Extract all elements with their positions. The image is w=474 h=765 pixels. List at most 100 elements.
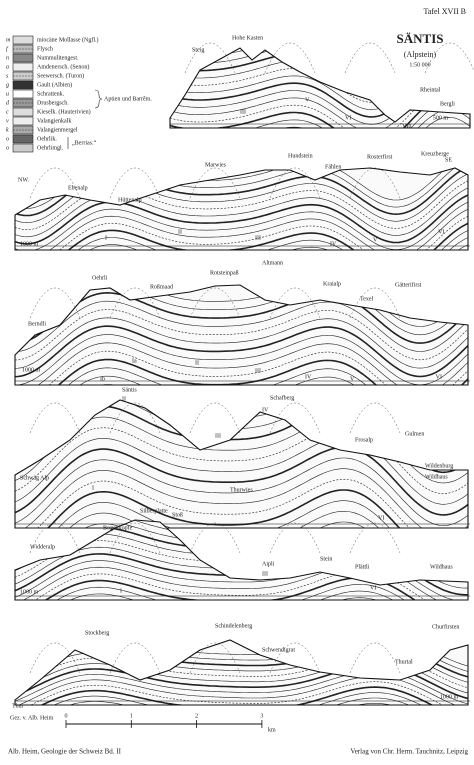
section-label: Kreuzberge [421, 151, 449, 157]
section-label: Schindelenberg [215, 623, 252, 629]
section-label: Thurtal [395, 659, 413, 665]
eroded-fold [184, 42, 236, 74]
section-label: V [305, 97, 310, 103]
eroded-fold [29, 287, 81, 319]
section-label: Marwies [205, 162, 227, 168]
stratum [15, 201, 468, 250]
section-label: NW. [18, 177, 29, 183]
stratum [15, 584, 468, 600]
eroded-fold [109, 167, 161, 199]
legend-group: „Berrias.“ [72, 139, 96, 146]
legend-letter: u [6, 91, 9, 97]
stratum [15, 317, 468, 369]
section-label: Hohe Kasten [232, 35, 263, 41]
section-label: III [262, 571, 268, 577]
legend-label: Seewersch. (Turon) [37, 72, 84, 79]
section-label: I [120, 588, 122, 594]
section-label: Berndli [28, 321, 46, 327]
section-label: VIb [402, 123, 411, 129]
stratum [15, 180, 468, 231]
section-label: Wildhaus [425, 474, 448, 480]
legend-swatch [12, 143, 34, 153]
cross-section: Stockberg Schindelenberg Schwendigrat Thurt… [10, 623, 470, 721]
legend-label: Amdenersch. (Senon) [37, 63, 89, 70]
section-label: III [255, 235, 261, 241]
section-label: Wildenburg [425, 463, 453, 469]
footer-left: Alb. Heim, Geologie der Schweiz Bd. II [8, 748, 122, 756]
eroded-fold [189, 402, 241, 434]
stratum [15, 358, 468, 385]
eroded-fold [269, 642, 321, 674]
eroded-fold [344, 42, 396, 74]
stratum [15, 342, 468, 385]
section-label: III [255, 368, 261, 374]
section-label: Hundstein [288, 153, 313, 159]
eroded-fold [349, 642, 401, 674]
section-label: 1000 m [20, 589, 39, 595]
section-label: III [240, 109, 246, 115]
legend-swatch [12, 89, 34, 99]
section-label: Frosalp [355, 437, 373, 443]
legend-letter: m [6, 37, 11, 43]
section-label: V [373, 237, 378, 243]
stratum [15, 446, 468, 516]
legend-label: miocäne Mollasse (Ngfl.) [37, 36, 98, 43]
footer-right: Verlag von Chr. Herm. Tauchnitz, Leipzig [350, 748, 468, 756]
section-label: VI [370, 585, 376, 591]
legend-label: Schrattenk. [37, 91, 65, 97]
stratum [15, 436, 468, 505]
subtitle: (Alpstein) [404, 50, 437, 59]
section-label: Stockberg [85, 630, 109, 636]
section-label: Ebenalp [68, 185, 88, 191]
section-label: Fählen [325, 164, 341, 170]
stratum [15, 209, 468, 250]
stratum [15, 291, 468, 345]
section-label: Plättli [355, 564, 370, 570]
legend-letter: g [6, 82, 9, 88]
stratum [15, 479, 468, 528]
legend-letter: o [6, 145, 9, 151]
scale-label: 1 [130, 713, 133, 719]
legend-label: Drusbergsch. [37, 100, 69, 106]
eroded-fold [189, 167, 241, 199]
eroded-fold [189, 642, 241, 674]
legend-letter: d [6, 100, 10, 106]
legend-letter: k [6, 127, 9, 133]
scale-bar: 0 1 2 3 km [65, 713, 277, 733]
section-fill [15, 400, 468, 528]
legend-swatch [12, 53, 34, 63]
surface [14, 399, 469, 529]
stratum [15, 703, 468, 705]
section-label: Gulmen [405, 431, 424, 437]
eroded-fold [109, 642, 161, 674]
stratum [15, 500, 468, 528]
stratum [15, 640, 468, 667]
eroded-fold [189, 287, 241, 319]
strata [15, 168, 468, 250]
section-label: Rheintal [420, 87, 441, 93]
section-label: Churfirsten [432, 623, 459, 630]
stratum [15, 521, 468, 528]
section-label: Bogenkopfe [103, 524, 133, 531]
surface [14, 284, 469, 386]
section-label: Silberplatte [140, 508, 168, 514]
scale-text: 1:50 000 [409, 62, 430, 68]
eroded-fold [349, 522, 401, 554]
section-label: SE [445, 157, 452, 163]
section-label: Altmann [262, 260, 283, 266]
eroded-fold [269, 402, 321, 434]
eroded-fold [424, 42, 474, 74]
section-label: VI [345, 115, 351, 121]
legend-letter: a [6, 64, 9, 70]
section-label: V [350, 376, 355, 382]
legend-swatch [12, 62, 34, 72]
legend-swatch [12, 134, 34, 144]
section-label: Ib [100, 376, 105, 382]
eroded-fold [264, 42, 316, 74]
eroded-fold [269, 287, 321, 319]
stratum [15, 681, 468, 705]
eroded-fold [29, 642, 81, 674]
surface [14, 639, 469, 706]
section-label: Oehrli [92, 275, 108, 281]
